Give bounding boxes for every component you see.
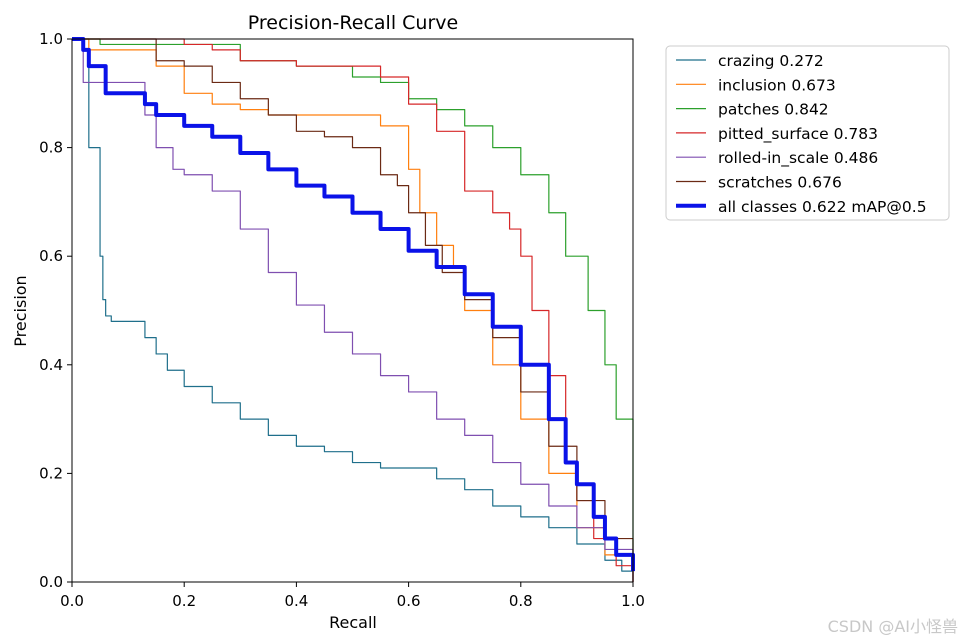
legend-box	[665, 45, 950, 221]
x-tick-label: 0.4	[284, 592, 308, 610]
x-tick-label: 0.2	[172, 592, 196, 610]
plot-area: 0.0 0.2 0.4 0.6 0.8 1.0 0.0 0.2 0.4 0.6 0.8 1.0	[39, 30, 645, 610]
series-line-rolled-in-scale	[72, 38, 634, 582]
legend-entry: inclusion 0.673	[718, 76, 836, 94]
series-line-all-classes	[72, 37, 635, 572]
x-axis-title: Recall	[329, 613, 377, 632]
axes-frame	[71, 38, 634, 583]
watermark: CSDN @AI小怪兽	[827, 617, 958, 636]
x-tick-label: 0.6	[397, 592, 421, 610]
y-tick-label: 0.0	[39, 573, 63, 591]
y-axis-title: Precision	[11, 275, 30, 346]
y-tick-label: 1.0	[39, 30, 63, 48]
x-tick-label: 1.0	[621, 592, 645, 610]
legend-entry: scratches 0.676	[718, 174, 842, 192]
legend-entry: patches 0.842	[718, 101, 829, 119]
y-tick-label: 0.6	[39, 247, 63, 265]
y-tick-label: 0.8	[39, 139, 63, 157]
legend-entry: all classes 0.622 mAP@0.5	[718, 198, 927, 216]
y-tick-label: 0.4	[39, 356, 63, 374]
series-line-crazing	[72, 38, 634, 582]
x-tick-label: 0.0	[60, 592, 84, 610]
legend-entry: pitted_surface 0.783	[718, 125, 878, 144]
legend-entry: crazing 0.272	[718, 52, 824, 70]
chart-title: Precision-Recall Curve	[248, 12, 458, 34]
legend-entry: rolled-in_scale 0.486	[718, 149, 878, 168]
legend: crazing 0.272 inclusion 0.673 patches 0.84…	[665, 45, 950, 221]
x-tick-label: 0.8	[509, 592, 533, 610]
y-tick-label: 0.2	[39, 464, 63, 482]
